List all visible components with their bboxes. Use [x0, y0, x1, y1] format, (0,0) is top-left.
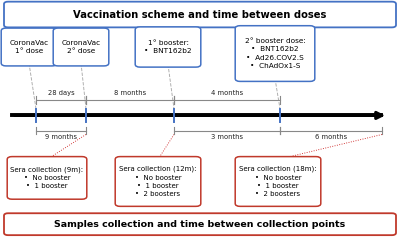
Text: 8 months: 8 months [114, 90, 146, 96]
Text: Sera collection (18m):
•  No booster
•  1 booster
•  2 boosters: Sera collection (18m): • No booster • 1 … [239, 166, 317, 197]
FancyBboxPatch shape [53, 28, 109, 66]
Text: 28 days: 28 days [48, 90, 74, 96]
Text: 9 months: 9 months [45, 134, 77, 140]
Text: 6 months: 6 months [315, 134, 347, 140]
FancyBboxPatch shape [235, 26, 315, 81]
FancyBboxPatch shape [1, 28, 57, 66]
Text: CoronaVac
1° dose: CoronaVac 1° dose [10, 40, 48, 54]
FancyBboxPatch shape [135, 27, 201, 67]
FancyBboxPatch shape [4, 2, 396, 27]
Text: Sera collection (12m):
•  No booster
•  1 booster
•  2 boosters: Sera collection (12m): • No booster • 1 … [119, 166, 197, 197]
Text: 3 months: 3 months [211, 134, 243, 140]
Text: Vaccination scheme and time between doses: Vaccination scheme and time between dose… [73, 10, 327, 20]
FancyBboxPatch shape [4, 213, 396, 235]
Text: CoronaVac
2° dose: CoronaVac 2° dose [62, 40, 100, 54]
Text: Samples collection and time between collection points: Samples collection and time between coll… [54, 220, 346, 229]
Text: 1° booster:
•  BNT162b2: 1° booster: • BNT162b2 [144, 40, 192, 54]
FancyBboxPatch shape [235, 157, 321, 206]
FancyBboxPatch shape [115, 157, 201, 206]
Text: 4 months: 4 months [211, 90, 243, 96]
Text: 2° booster dose:
•  BNT162b2
•  Ad26.COV2.S
•  ChAdOx1-S: 2° booster dose: • BNT162b2 • Ad26.COV2.… [244, 38, 306, 69]
FancyBboxPatch shape [7, 157, 87, 199]
Text: Sera collection (9m):
•  No booster
•  1 booster: Sera collection (9m): • No booster • 1 b… [10, 166, 84, 189]
